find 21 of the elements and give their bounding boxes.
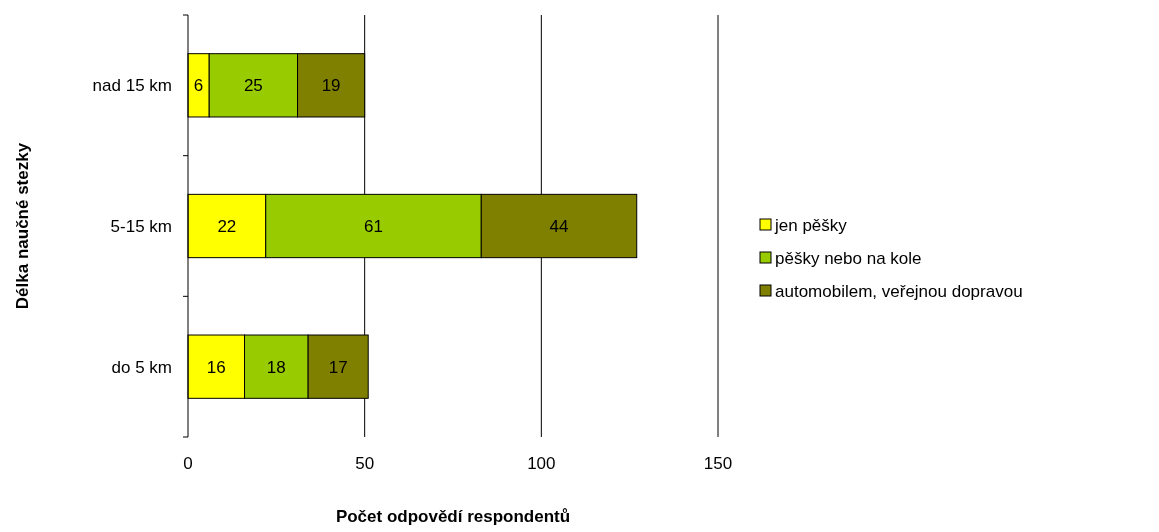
y-tick-label: nad 15 km	[92, 76, 172, 96]
data-label: 16	[206, 357, 226, 377]
x-axis-title: Počet odpovědí respondentů	[335, 507, 571, 526]
x-tick-label: 0	[183, 454, 193, 473]
legend-label: automobilem, veřejnou dopravou	[775, 281, 1023, 301]
y-axis-title: Délka naučné stezky	[13, 142, 32, 310]
data-label: 44	[549, 216, 569, 236]
legend-label: jen pěšky	[774, 215, 848, 235]
data-label: 17	[328, 357, 348, 377]
data-label: 18	[266, 357, 286, 377]
data-label: 19	[321, 76, 341, 96]
y-tick-label: 5-15 km	[110, 216, 172, 236]
data-label: 6	[193, 76, 204, 96]
x-tick-label: 50	[355, 454, 375, 473]
x-tick-label: 150	[703, 454, 733, 473]
legend-label: pěšky nebo na kole	[775, 248, 922, 268]
x-tick-label: 100	[527, 454, 556, 473]
data-label: 22	[217, 216, 237, 236]
y-tick-label: do 5 km	[111, 357, 172, 377]
data-label: 61	[364, 216, 383, 236]
data-label: 25	[243, 76, 263, 96]
